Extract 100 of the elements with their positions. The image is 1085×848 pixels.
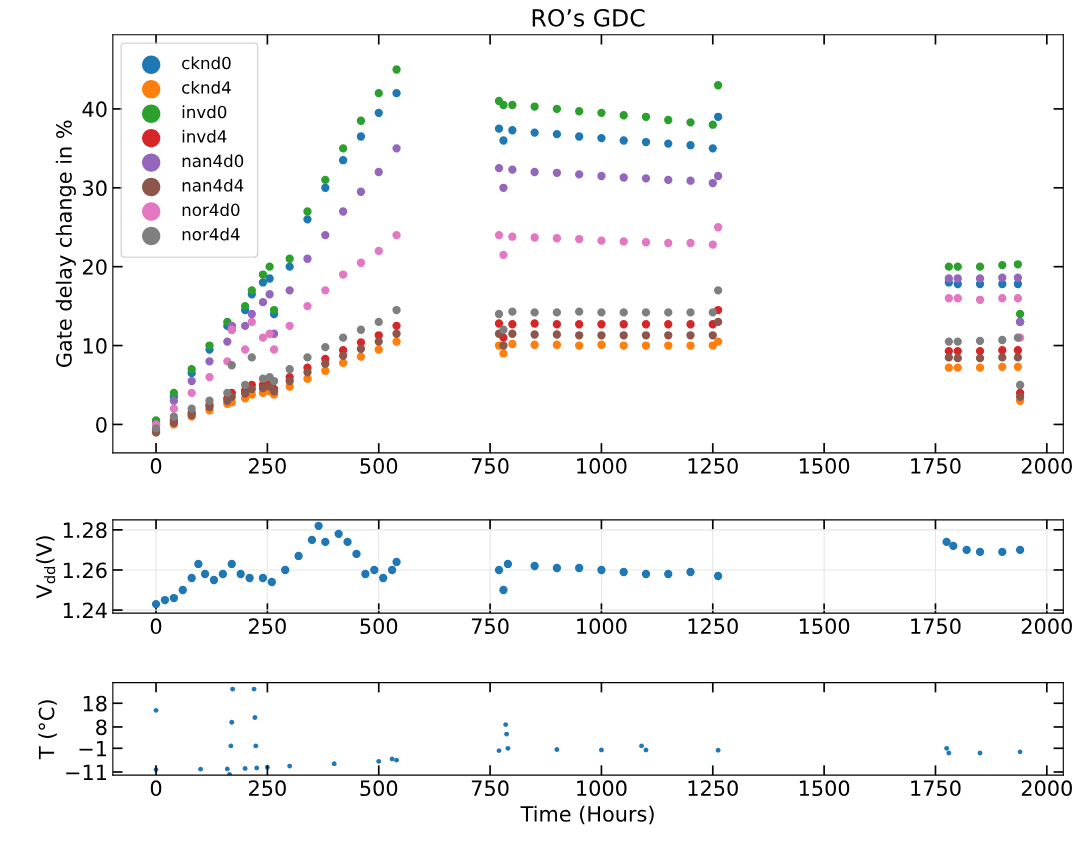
point [953,294,962,303]
point [285,321,294,330]
point [942,537,951,547]
y-tick-label: 20 [83,259,107,275]
point [962,545,971,555]
point [356,325,366,334]
point [1013,260,1023,269]
x-tick-label: 0 [150,458,162,474]
point [258,278,268,287]
point [160,595,170,605]
point [338,144,348,153]
point [530,340,539,349]
point [552,168,562,177]
point [713,571,723,581]
point [575,107,584,116]
point [356,352,366,361]
point [1015,392,1025,401]
point [187,365,196,374]
point [254,765,260,771]
legend-label: nor4d0 [182,203,240,217]
point [247,384,256,394]
point [944,262,953,271]
point [494,319,504,328]
point [314,521,323,531]
point [269,345,279,354]
point [187,376,196,386]
point [530,102,539,111]
legend-label: cknd4 [182,80,231,94]
point [944,353,953,362]
x-tick-label: 750 [471,458,509,474]
point [285,376,294,386]
point [1013,362,1023,372]
point [552,340,562,349]
point [508,320,517,329]
point [227,559,236,569]
point [713,112,723,121]
point [953,262,962,271]
point [352,549,361,559]
point [949,541,958,551]
point [499,250,508,260]
point [597,236,606,245]
point [374,108,383,118]
point [370,565,379,575]
point [575,170,584,179]
point [998,260,1007,270]
point [944,294,953,303]
point [641,112,651,121]
y-tick-label: 1.24 [63,602,107,619]
point [953,354,962,363]
point [187,388,196,398]
point [200,569,210,579]
point [641,569,651,579]
point [236,569,245,579]
point [494,565,504,575]
point [953,363,962,372]
point [285,365,294,374]
x-tick-label: 1500 [799,458,850,474]
x-tick-label: 1000 [577,780,627,797]
point [686,238,695,248]
point [321,537,330,547]
legend-label: nan4d4 [182,178,244,192]
point [247,353,256,362]
point [338,207,348,216]
point [265,274,274,283]
point [998,353,1007,362]
point [944,274,953,283]
point [503,722,509,727]
point [597,133,606,143]
point [530,128,539,137]
point [552,330,562,339]
point [713,171,723,181]
point [374,88,383,98]
point [530,308,539,317]
point [552,129,562,139]
point [169,396,179,405]
point [303,368,312,377]
point [338,270,348,279]
point [379,573,388,583]
x-tick-label: 750 [471,780,509,797]
point [713,286,723,295]
x-tick-label: 2000 [1021,780,1072,797]
point [998,273,1007,282]
y-tick-label: −11 [66,764,107,780]
point [229,719,235,725]
point [552,320,562,329]
point [664,175,673,185]
point [285,262,294,271]
point [499,100,508,110]
point [619,341,628,350]
point [343,537,352,547]
x-tick-label: 750 [471,618,509,635]
point [641,331,651,340]
y-tick-label: 10 [83,338,107,354]
point [269,376,279,386]
x-tick-label: 1000 [577,618,627,635]
point [321,175,330,185]
point [294,551,303,561]
point [944,745,950,751]
point [998,547,1007,557]
point [247,309,256,319]
